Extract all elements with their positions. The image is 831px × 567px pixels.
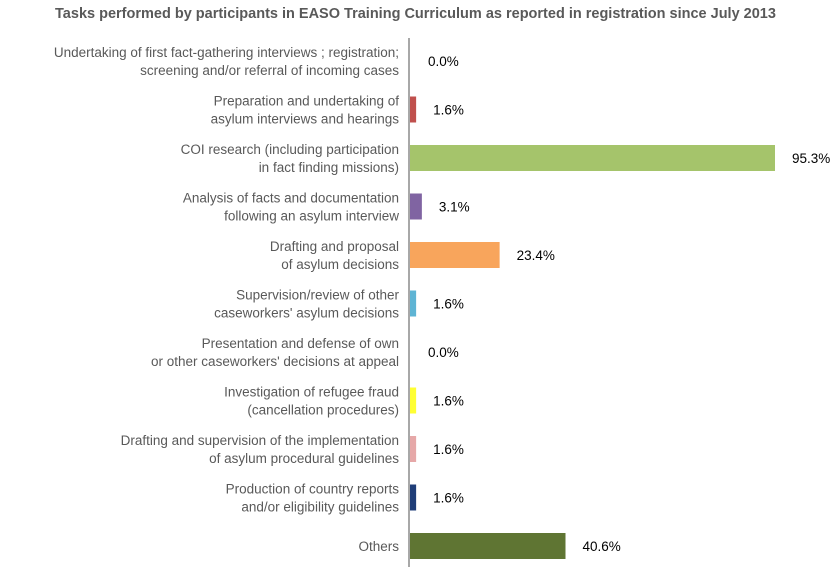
bar-7 — [410, 387, 417, 414]
category-label-3: Analysis of facts and documentation follo… — [183, 191, 399, 224]
data-label-0: 0.0% — [428, 54, 459, 69]
bar-4 — [410, 242, 500, 268]
data-label-3: 3.1% — [439, 200, 470, 215]
category-label-10: Others — [358, 539, 399, 554]
data-label-4: 23.4% — [517, 248, 555, 263]
data-label-10: 40.6% — [582, 539, 620, 554]
data-label-2: 95.3% — [792, 151, 830, 166]
bar-5 — [410, 290, 417, 317]
bar-1 — [410, 96, 417, 123]
data-label-1: 1.6% — [433, 103, 464, 118]
category-label-6: Presentation and defense of own or other … — [151, 336, 399, 369]
data-label-5: 1.6% — [433, 297, 464, 312]
category-label-9: Production of country reports and/or elig… — [226, 482, 400, 515]
bar-3 — [410, 193, 422, 220]
category-label-0: Undertaking of first fact-gathering inte… — [54, 45, 399, 78]
bar-10 — [410, 533, 566, 559]
data-label-6: 0.0% — [428, 345, 459, 360]
category-label-5: Supervision/review of other caseworkers' … — [214, 288, 399, 321]
bar-9 — [410, 484, 417, 511]
data-label-8: 1.6% — [433, 442, 464, 457]
category-label-4: Drafting and proposal of asylum decisions — [270, 239, 399, 272]
chart-title: Tasks performed by participants in EASO … — [55, 6, 776, 22]
data-label-7: 1.6% — [433, 394, 464, 409]
category-label-8: Drafting and supervision of the implemen… — [121, 433, 400, 466]
category-label-2: COI research (including participation in … — [181, 142, 399, 175]
bar-8 — [410, 436, 417, 462]
category-label-1: Preparation and undertaking of asylum int… — [211, 94, 400, 127]
category-label-7: Investigation of refugee fraud (cancellat… — [224, 385, 399, 418]
bar-2 — [410, 145, 775, 171]
data-label-9: 1.6% — [433, 491, 464, 506]
